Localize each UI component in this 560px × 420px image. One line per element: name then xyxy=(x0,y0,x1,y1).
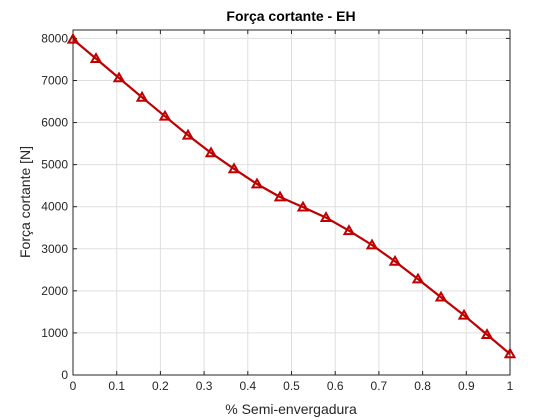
data-point-marker xyxy=(250,177,264,189)
y-tick-label: 2000 xyxy=(41,284,68,298)
y-tick-label: 8000 xyxy=(41,31,68,45)
x-tick-label: 0 xyxy=(70,379,77,393)
data-point-marker xyxy=(135,90,149,102)
data-point-marker xyxy=(342,224,356,236)
x-tick-label: 0.8 xyxy=(414,379,431,393)
data-point-marker xyxy=(388,254,402,266)
data-point-marker xyxy=(365,238,379,250)
data-point-marker xyxy=(411,272,425,284)
x-tick-label: 1 xyxy=(507,379,514,393)
data-point-marker xyxy=(434,290,448,302)
data-point-marker xyxy=(204,146,218,158)
chart-title: Força cortante - EH xyxy=(226,8,355,24)
y-tick-label: 5000 xyxy=(41,158,68,172)
y-tick-label: 1000 xyxy=(41,326,68,340)
x-axis-label: % Semi-envergadura xyxy=(225,401,357,417)
x-tick-label: 0.5 xyxy=(283,379,300,393)
y-tick-label: 7000 xyxy=(41,73,68,87)
data-point-marker xyxy=(227,162,241,174)
y-tick-label: 0 xyxy=(61,368,68,382)
x-tick-label: 0.1 xyxy=(108,379,125,393)
data-point-marker xyxy=(480,328,494,339)
axis-ticks: 0 0.1 0.2 0.3 0.4 0.5 0.6 0.7 0.8 0.9 1 0 1000 2000 30… xyxy=(41,30,514,393)
series-layer xyxy=(66,32,517,359)
y-tick-label: 6000 xyxy=(41,116,68,130)
data-point-marker xyxy=(89,52,103,63)
data-point-marker xyxy=(66,32,80,44)
data-point-marker xyxy=(296,200,310,212)
data-point-marker xyxy=(112,71,126,83)
data-point-marker xyxy=(158,109,172,121)
data-point-marker xyxy=(457,308,471,320)
data-point-marker xyxy=(273,190,287,202)
x-tick-label: 0.3 xyxy=(196,379,213,393)
data-point-marker xyxy=(503,347,517,359)
data-point-marker xyxy=(181,128,195,140)
y-tick-label: 4000 xyxy=(41,200,68,214)
y-axis-label: Força cortante [N] xyxy=(17,146,33,258)
x-tick-label: 0.2 xyxy=(152,379,169,393)
x-tick-label: 0.6 xyxy=(327,379,344,393)
x-tick-label: 0.7 xyxy=(371,379,388,393)
data-point-marker xyxy=(319,211,333,222)
x-tick-label: 0.4 xyxy=(239,379,256,393)
x-tick-label: 0.9 xyxy=(458,379,475,393)
y-tick-label: 3000 xyxy=(41,242,68,256)
